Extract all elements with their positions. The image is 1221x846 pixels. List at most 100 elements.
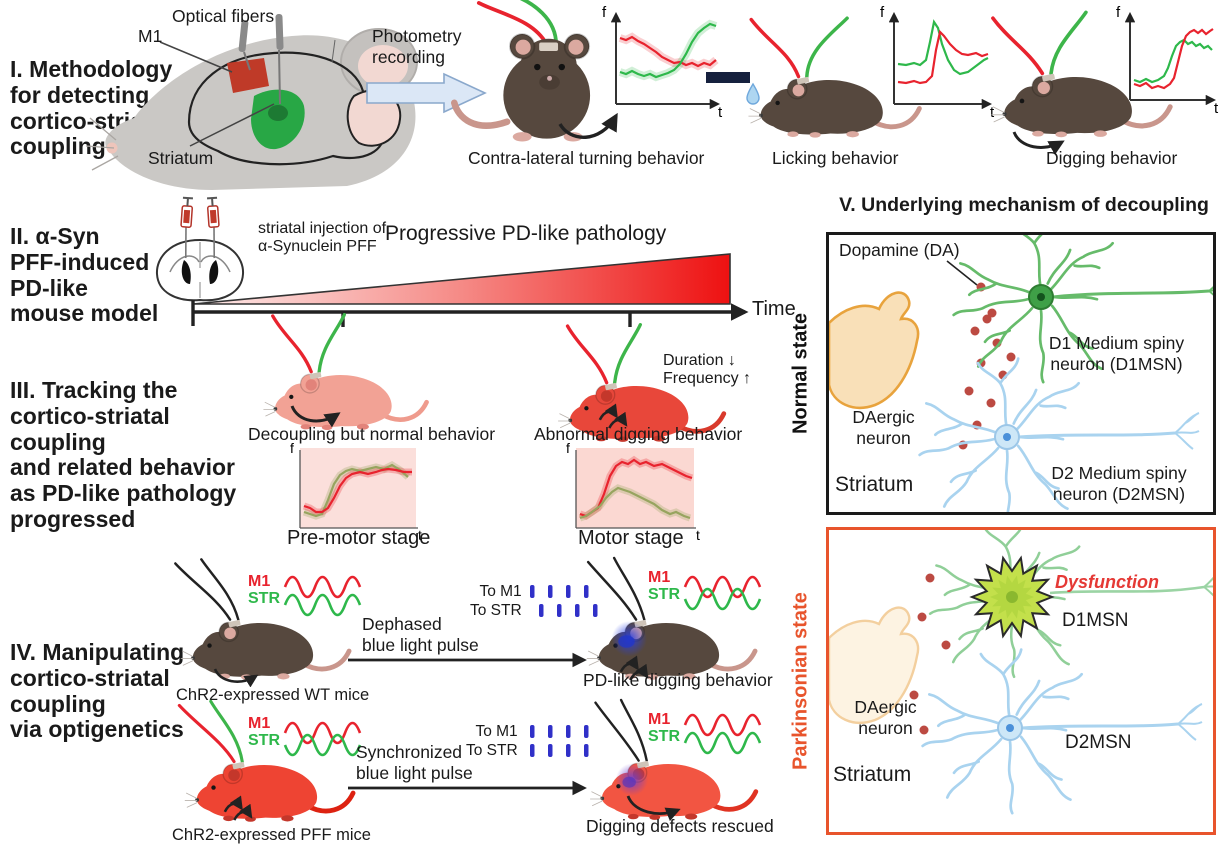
to-m1-label: To M1 [479, 583, 522, 600]
plot-premotor: f t [290, 440, 422, 543]
row1-arrow [348, 652, 587, 668]
parkinsonian-state-label: Parkinsonian state [789, 592, 812, 770]
wt-mice-label: ChR2-expressed WT mice [176, 686, 370, 704]
dopamine-label: Dopamine (DA) [839, 240, 960, 260]
m1-trace [619, 35, 717, 68]
rescued-label: Digging defects rescued [586, 816, 774, 836]
dopamine-pointer-line [946, 260, 978, 286]
pd-digging-mouse [582, 556, 764, 688]
m1-trace [897, 29, 989, 85]
turning-mouse [451, 0, 591, 142]
dephased-pulses [529, 585, 598, 617]
str-trace [579, 486, 691, 520]
str-wave-label: STR [648, 585, 680, 603]
licking-mouse [746, 16, 926, 146]
str-trace [897, 19, 989, 76]
m1-wave-label: M1 [648, 711, 671, 728]
x-axis-label: t [1214, 100, 1219, 117]
to-m1-label: To M1 [475, 723, 518, 740]
section2-title: II. α-Syn PFF-induced PD-like mouse mode… [10, 223, 159, 327]
abnormal-label: Abnormal digging behavior [534, 424, 743, 444]
green-fiber [519, 0, 559, 47]
striatum-target [181, 260, 191, 284]
black-fibers [594, 698, 648, 762]
inphase-waves [283, 575, 362, 617]
inphase-waves [683, 713, 762, 755]
d1-full-label: D1 Medium spiny neuron (D1MSN) [1048, 333, 1185, 374]
rescued-turn-arrow [626, 795, 681, 822]
d1msn-label: D1MSN [1062, 610, 1129, 631]
x-axis-label: t [696, 527, 700, 543]
coronal-section [155, 196, 245, 302]
striatum-target [209, 260, 219, 284]
black-fibers [174, 558, 240, 621]
red-fiber [476, 1, 549, 47]
y-axis-label: f [880, 4, 885, 21]
x-axis-label: t [418, 527, 422, 543]
y-axis-label: f [290, 440, 294, 456]
m1-wave-label: M1 [248, 715, 271, 732]
m1-wave-label: M1 [248, 573, 271, 590]
plot-turning: f t [602, 4, 723, 121]
injection-label: striatal injection of α-Synuclein PFF [258, 220, 387, 255]
y-axis-label: f [1116, 4, 1121, 21]
normal-state-label: Normal state [789, 312, 812, 435]
plot-motor: f t [566, 440, 700, 543]
to-str-label: To STR [466, 742, 518, 760]
to-str-label: To STR [470, 602, 522, 620]
decoupling-label: Decoupling but normal behavior [248, 424, 496, 444]
m1-trace [1133, 28, 1214, 90]
row2-arrow [348, 780, 587, 796]
d2-axon [1021, 722, 1179, 730]
pff-mice-label: ChR2-expressed PFF mice [172, 826, 371, 844]
str-trace [619, 22, 717, 79]
optical-fibers-label: Optical fibers [172, 6, 275, 26]
str-wave-label: STR [248, 589, 280, 607]
dysfunction-d1-neuron [928, 530, 1213, 679]
wt-turn-arrow [213, 668, 259, 688]
x-axis-label: t [990, 104, 995, 121]
rescued-mouse [584, 698, 766, 828]
dephased-label: Dephased blue light pulse [362, 614, 479, 655]
turning-behavior-label: Contra-lateral turning behavior [468, 148, 705, 168]
d1-axon-pale [1049, 585, 1205, 595]
parkinsonian-scene [829, 530, 1213, 815]
synchronized-label: Synchronized blue light pulse [356, 742, 473, 783]
mouse-head-illustration [85, 13, 418, 191]
d1-axon [1052, 289, 1210, 299]
black-fibers [586, 556, 646, 621]
dysfunction-label: Dysfunction [1055, 572, 1160, 592]
daergic-terminal-pale [829, 606, 920, 724]
plot-digging: f t [1116, 4, 1219, 117]
d2-neuron [921, 648, 1203, 815]
x-axis-label: t [718, 104, 723, 121]
striatum-region-label: Striatum [835, 473, 914, 496]
time-label: Time [752, 298, 796, 320]
d2-full-label: D2 Medium spiny neuron (D2MSN) [1051, 463, 1187, 504]
m1-trace [303, 467, 412, 514]
normal-state-box: Dopamine (DA) D1 Medium spiny neuron (D1… [826, 232, 1216, 515]
syringe [180, 196, 194, 259]
striatum-pointer-line [189, 103, 275, 147]
m1-wave-label: M1 [648, 569, 671, 586]
str-trace [303, 463, 409, 518]
section4-title: IV. Manipulating cortico-striatal coupli… [10, 639, 185, 743]
synchronized-pulse-unit: To M1 To STR [466, 722, 598, 761]
water-droplet [746, 82, 760, 105]
plot-licking: f t [880, 4, 995, 121]
d1-neuron [952, 235, 1213, 384]
m1-pointer-line [159, 41, 233, 73]
y-axis-label: f [566, 440, 570, 456]
pff-wave-unit: M1 STR [248, 715, 371, 766]
digging-mouse [985, 10, 1181, 146]
m1-label: M1 [138, 26, 163, 46]
tail [451, 99, 511, 129]
duration-frequency-label: Duration ↓ Frequency ↑ [663, 352, 752, 387]
turning-arrow [558, 112, 618, 139]
premotor-stage-label: Pre-motor stage [287, 527, 431, 549]
str-wave-label: STR [248, 731, 280, 749]
pd-digging-label: PD-like digging behavior [583, 670, 773, 690]
wt-wave-unit: M1 STR [248, 573, 371, 620]
d2msn-label: D2MSN [1065, 732, 1132, 753]
dephased-pulse-unit: To M1 To STR [470, 582, 602, 621]
